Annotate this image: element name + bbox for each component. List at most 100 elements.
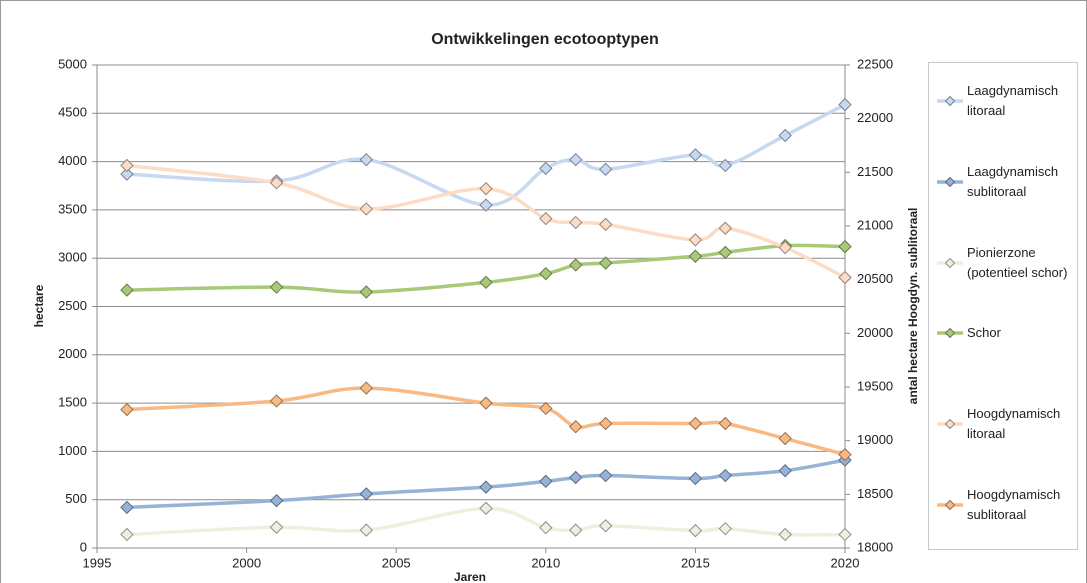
- legend: Laagdynamisch litoraal Laagdynamisch subl…: [928, 62, 1078, 550]
- data-point: [120, 158, 134, 173]
- data-point: [838, 527, 852, 542]
- data-point: [718, 158, 733, 173]
- data-point: [269, 493, 284, 508]
- y-tick-label: 2000: [58, 346, 87, 361]
- legend-item: Laagdynamisch litoraal: [937, 81, 1077, 121]
- y2-tick-label: 22000: [857, 110, 893, 125]
- data-point: [598, 519, 613, 533]
- data-point: [718, 468, 733, 483]
- y-tick-label: 0: [80, 539, 87, 554]
- y-tick-label: 3500: [58, 201, 87, 216]
- x-tick-label: 2000: [232, 555, 261, 570]
- legend-item: Pionierzone (potentieel schor): [937, 243, 1077, 283]
- data-point: [479, 480, 493, 494]
- data-point: [688, 471, 703, 486]
- data-point: [688, 523, 703, 538]
- data-point: [120, 527, 134, 542]
- data-point: [120, 402, 134, 417]
- x-tick-label: 2020: [831, 555, 860, 570]
- y-tick-label: 500: [65, 491, 87, 506]
- data-point: [778, 128, 792, 143]
- data-point: [269, 520, 284, 534]
- y2-tick-label: 21500: [857, 164, 893, 179]
- legend-marker: [944, 257, 956, 268]
- legend-swatch: [937, 418, 963, 430]
- y-tick-label: 4000: [58, 153, 87, 168]
- y2-tick-label: 21000: [857, 217, 893, 232]
- data-point: [569, 420, 583, 434]
- legend-swatch: [937, 257, 963, 268]
- data-point: [688, 416, 703, 431]
- data-point: [718, 245, 733, 260]
- data-point: [598, 162, 613, 177]
- legend-item: Laagdynamisch sublitoraal: [937, 162, 1077, 202]
- data-point: [838, 97, 852, 112]
- data-point: [778, 464, 792, 478]
- y-tick-label: 3000: [58, 250, 87, 265]
- y-tick-label: 2500: [58, 298, 87, 313]
- y-tick-label: 4500: [58, 105, 87, 120]
- data-point: [598, 217, 613, 232]
- y-tick-label: 5000: [58, 56, 87, 71]
- y2-tick-label: 20000: [857, 325, 893, 340]
- chart-title: Ontwikkelingen ecotooptypen: [431, 31, 659, 48]
- legend-label: Schor: [967, 325, 1001, 341]
- data-point: [479, 396, 493, 410]
- data-point: [688, 249, 703, 263]
- legend-marker: [944, 499, 956, 510]
- data-point: [718, 521, 733, 536]
- legend-marker: [944, 418, 956, 430]
- data-point: [569, 152, 583, 167]
- data-point: [569, 215, 583, 230]
- x-axis-label: Jaren: [454, 570, 486, 583]
- y-axis-label: hectare: [32, 284, 46, 327]
- x-tick-label: 2005: [382, 555, 411, 570]
- data-point: [718, 416, 733, 431]
- data-point: [359, 202, 373, 216]
- data-point: [539, 266, 553, 281]
- legend-swatch: [937, 96, 963, 107]
- data-point: [838, 239, 852, 254]
- data-point: [838, 270, 852, 285]
- series-line: [126, 103, 846, 207]
- data-point: [718, 221, 733, 235]
- data-point: [539, 474, 553, 489]
- y2-tick-label: 19000: [857, 432, 893, 447]
- data-point: [569, 470, 583, 485]
- data-point: [359, 285, 373, 299]
- legend-item: Hoogdynamisch sublitoraal: [937, 485, 1077, 525]
- data-point: [120, 500, 134, 515]
- legend-marker: [944, 328, 956, 339]
- data-point: [569, 523, 583, 537]
- legend-label: Laagdynamisch litoraal: [967, 83, 1059, 119]
- data-point: [778, 431, 792, 446]
- data-point: [479, 275, 493, 290]
- data-point: [359, 381, 373, 395]
- data-point: [598, 468, 613, 483]
- legend-label: Hoogdynamisch litoraal: [967, 406, 1061, 441]
- y-tick-label: 1000: [58, 443, 87, 458]
- y2-tick-label: 18500: [857, 486, 893, 501]
- legend-marker: [944, 176, 956, 188]
- x-tick-label: 2010: [531, 555, 560, 570]
- data-point: [359, 152, 373, 167]
- data-point: [688, 148, 703, 162]
- data-point: [539, 521, 553, 535]
- data-point: [479, 501, 493, 516]
- data-point: [539, 401, 553, 416]
- data-point: [120, 167, 134, 181]
- data-point: [269, 280, 284, 294]
- data-point: [539, 161, 553, 176]
- data-point: [598, 416, 613, 431]
- data-point: [598, 256, 613, 270]
- legend-marker: [944, 96, 956, 107]
- y2-tick-label: 18000: [857, 539, 893, 554]
- data-point: [479, 181, 493, 196]
- data-point: [359, 523, 373, 537]
- legend-label: Hoogdynamisch sublitoraal: [967, 486, 1061, 522]
- legend-swatch: [937, 328, 963, 339]
- data-point: [269, 176, 284, 190]
